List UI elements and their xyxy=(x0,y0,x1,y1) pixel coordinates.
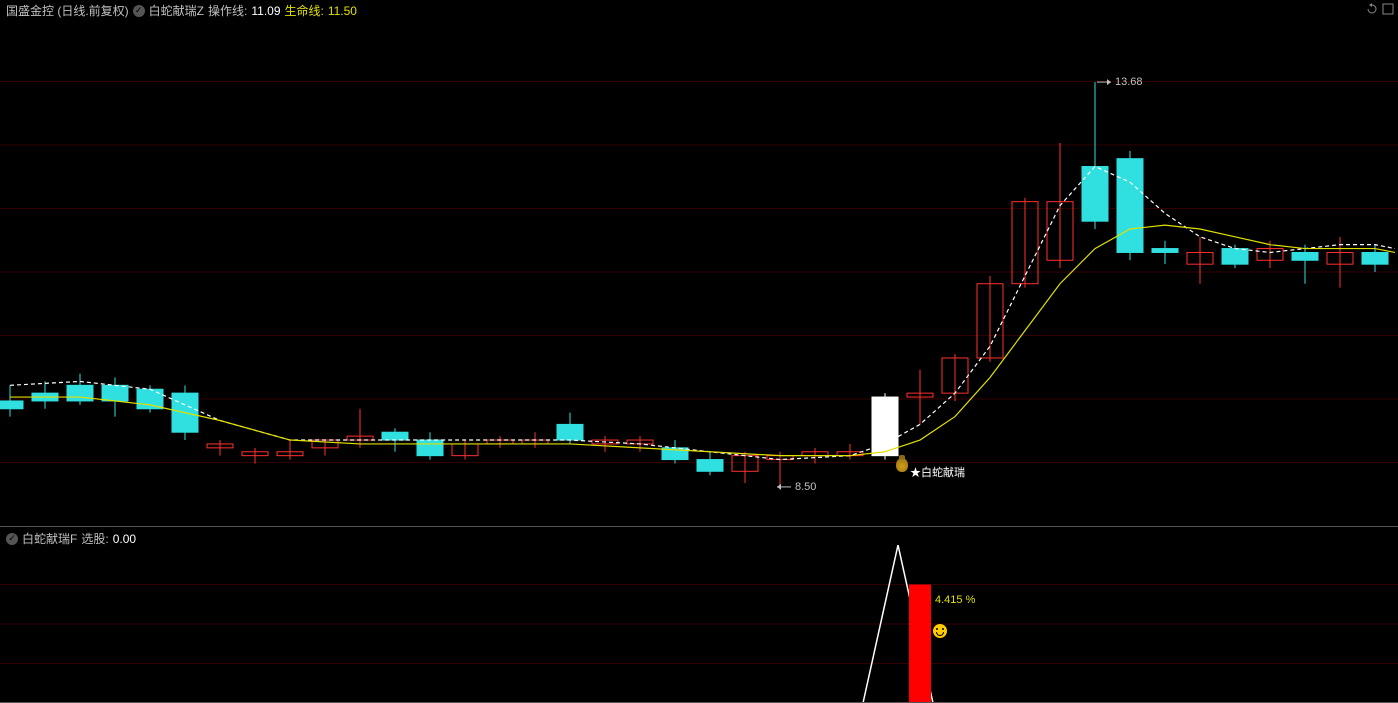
panel-divider[interactable] xyxy=(0,526,1398,527)
smiley-icon xyxy=(933,624,947,638)
sub-indicator-chart[interactable] xyxy=(0,545,1398,703)
indicator-name: 白蛇献瑞Z xyxy=(149,2,204,19)
op-line-value: 11.09 xyxy=(251,4,280,18)
main-header: 国盛金控 (日线.前复权) ✓ 白蛇献瑞Z 操作线: 11.09 生命线: 11… xyxy=(6,2,357,19)
moneybag-icon xyxy=(896,458,908,472)
sub-sel-value: 0.00 xyxy=(113,532,136,546)
indicator-toggle-icon[interactable]: ✓ xyxy=(133,5,145,17)
low-price-label: 8.50 xyxy=(795,481,816,493)
main-candlestick-chart[interactable] xyxy=(0,18,1398,526)
op-line-label: 操作线: xyxy=(208,2,247,19)
percentage-label: 4.415 % xyxy=(935,594,975,606)
sub-indicator-toggle-icon[interactable]: ✓ xyxy=(6,533,18,545)
life-line-value: 11.50 xyxy=(328,4,357,18)
stock-title: 国盛金控 (日线.前复权) xyxy=(6,2,129,19)
life-line-label: 生命线: xyxy=(285,2,324,19)
high-price-label: 13.68 xyxy=(1115,76,1143,88)
signal-annotation: ★白蛇献瑞 xyxy=(910,464,965,480)
